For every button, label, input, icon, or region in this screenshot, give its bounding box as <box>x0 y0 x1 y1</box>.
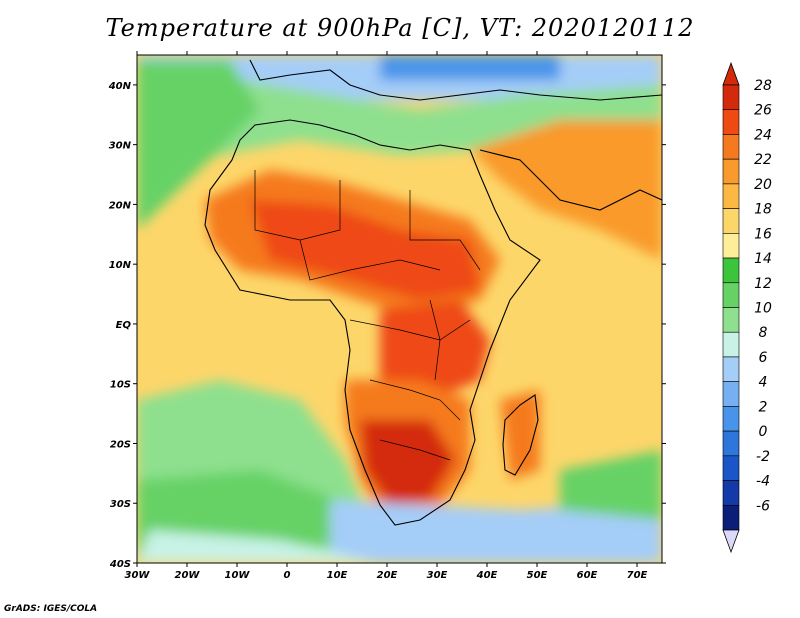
lat-tick-label: 40N <box>108 81 132 92</box>
lon-tick-label: 0 <box>284 570 291 581</box>
colorbar-swatch <box>722 455 740 481</box>
colorbar-label: 18 <box>754 202 772 218</box>
latitude-ticks: 40N 30N 20N 10N EQ 10S 20S 30S 40S <box>108 81 666 570</box>
madagascar-coastline <box>502 394 539 476</box>
colorbar-swatch <box>722 84 740 111</box>
europe-coastline <box>249 59 662 101</box>
map-title: Temperature at 900hPa [C], VT: 202012011… <box>105 14 695 42</box>
colorbar-swatch <box>722 406 740 432</box>
colorbar-label: 0 <box>759 424 768 440</box>
lon-tick-label: 30E <box>427 570 448 581</box>
field-southern-ocean <box>330 500 662 563</box>
colorbar-label: -2 <box>756 449 770 465</box>
colorbar-swatch <box>722 208 740 234</box>
colorbar-label: 20 <box>754 177 772 193</box>
longitude-ticks: 30W 20W 10W 0 10E 20E 30E 40E 50E 60E 70E <box>125 51 648 581</box>
border-3 <box>409 190 481 271</box>
colorbar-swatch <box>722 282 740 308</box>
colorbar-over-triangle <box>722 61 740 86</box>
colorbar-swatch <box>722 158 740 185</box>
lon-tick-label: 40E <box>476 570 498 581</box>
field-indian-ocean-green <box>560 450 662 520</box>
lat-tick-label: 40S <box>109 559 131 570</box>
lat-tick-label: 30N <box>109 141 132 152</box>
colorbar-label: 8 <box>759 325 768 341</box>
colorbar-label: 12 <box>754 276 772 292</box>
lat-tick-label: 20S <box>110 439 131 450</box>
field-madagascar <box>500 390 540 480</box>
grads-credit: GrADS: IGES/COLA <box>4 604 98 614</box>
field-north-green <box>137 80 662 170</box>
colorbar-swatch <box>722 307 740 333</box>
colorbar-label: 24 <box>754 127 772 143</box>
colorbar-swatch <box>722 109 740 135</box>
colorbar-label: -6 <box>756 498 770 514</box>
colorbar-label: 28 <box>754 78 772 94</box>
colorbar-swatch <box>722 504 740 531</box>
colorbar-label: 2 <box>759 399 768 415</box>
colorbar-swatch <box>722 430 740 457</box>
lon-tick-label: 20E <box>377 570 398 581</box>
lat-tick-label: 10S <box>110 380 131 391</box>
lon-tick-label: 70E <box>627 570 648 581</box>
lon-tick-label: 20W <box>175 570 201 581</box>
field-europe-cold <box>380 55 560 80</box>
colorbar-swatch <box>722 257 740 284</box>
field-atlantic-green <box>137 60 260 230</box>
colorbar-label: -4 <box>756 474 770 490</box>
colorbar-label: 16 <box>754 226 772 242</box>
africa-coastline <box>204 119 541 526</box>
colorbar-label: 4 <box>759 375 768 391</box>
colorbar-under-triangle <box>722 529 740 554</box>
border-4 <box>349 319 471 341</box>
border-6 <box>379 439 451 461</box>
lon-tick-label: 10W <box>225 570 251 581</box>
lat-tick-label: 10N <box>109 260 132 271</box>
field-central-hot <box>250 200 480 300</box>
colorbar-swatch <box>722 233 740 259</box>
colorbar-label: 22 <box>754 152 772 168</box>
country-borders <box>254 170 481 461</box>
colorbar-swatch <box>722 183 740 209</box>
colorbar-swatch <box>722 331 740 358</box>
colorbar-swatch <box>722 480 740 506</box>
temperature-field <box>137 55 662 563</box>
lat-tick-label: EQ <box>116 320 132 331</box>
colorbar-label: 6 <box>759 350 768 366</box>
border-7 <box>429 299 441 381</box>
colorbar-swatch <box>722 356 740 382</box>
lat-tick-label: 30S <box>110 499 131 510</box>
border-5 <box>369 379 461 421</box>
lon-tick-label: 10E <box>327 570 348 581</box>
lon-tick-label: 60E <box>577 570 598 581</box>
lon-tick-label: 30W <box>125 570 151 581</box>
field-arabia <box>470 120 662 260</box>
coastlines <box>204 59 662 526</box>
lat-tick-label: 20N <box>109 200 132 211</box>
colorbar-label: 26 <box>754 103 772 119</box>
colorbar-label: 14 <box>754 251 772 267</box>
colorbar-label: 10 <box>754 301 772 317</box>
arabia-coastline <box>479 149 662 211</box>
field-southwest-ocean <box>137 530 380 563</box>
border-2 <box>299 239 441 281</box>
lon-tick-label: 50E <box>527 570 548 581</box>
colorbar-swatch <box>722 381 740 407</box>
plot-frame <box>136 54 663 564</box>
colorbar-swatch <box>722 134 740 160</box>
